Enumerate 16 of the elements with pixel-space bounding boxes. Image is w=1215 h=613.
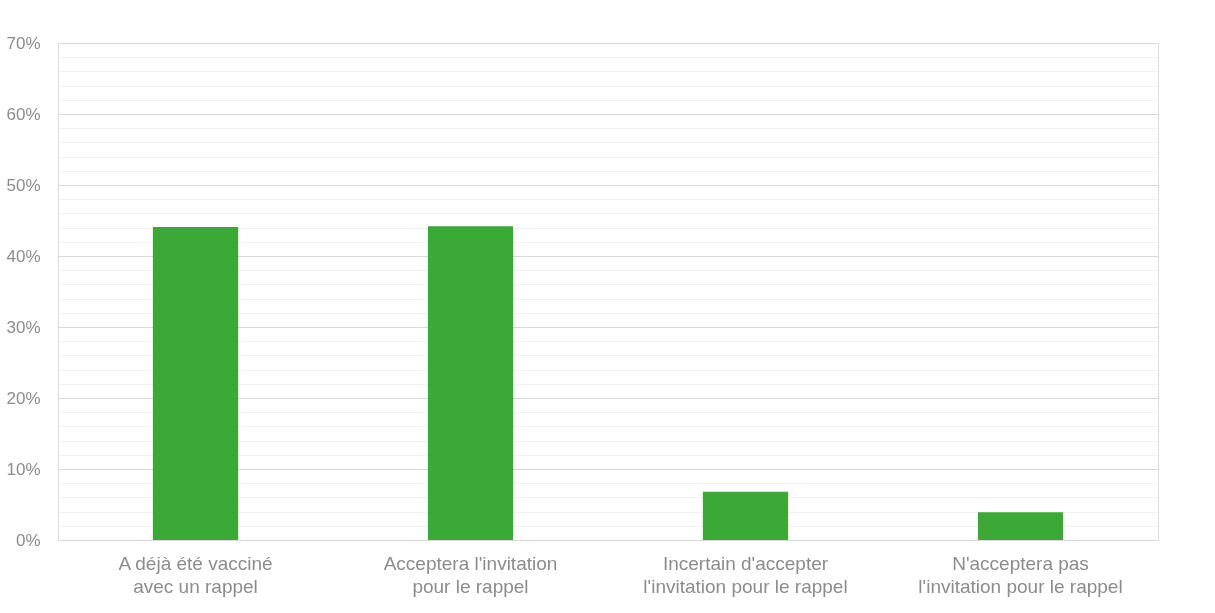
y-tick-label: 70%	[6, 33, 41, 53]
y-tick-label: 10%	[6, 459, 41, 479]
y-tick-label: 0%	[15, 530, 41, 550]
x-tick-label: A déjà été vacciné avec un rappel	[118, 552, 273, 597]
y-tick-label: 60%	[6, 104, 41, 124]
x-tick-label: N'acceptera pas l'invitation pour le rappel	[918, 552, 1123, 597]
bar	[152, 226, 239, 540]
x-tick-label: Acceptera l'invitation pour le rappel	[383, 552, 558, 597]
bar	[977, 512, 1064, 540]
bar	[702, 491, 789, 540]
x-tick-label: Incertain d'accepter l'invitation pour le rappel	[643, 552, 848, 597]
y-tick-label: 30%	[6, 317, 41, 337]
y-tick-label: 40%	[6, 246, 41, 266]
y-tick-label: 50%	[6, 175, 41, 195]
bar	[427, 226, 514, 540]
y-tick-label: 20%	[6, 388, 41, 408]
